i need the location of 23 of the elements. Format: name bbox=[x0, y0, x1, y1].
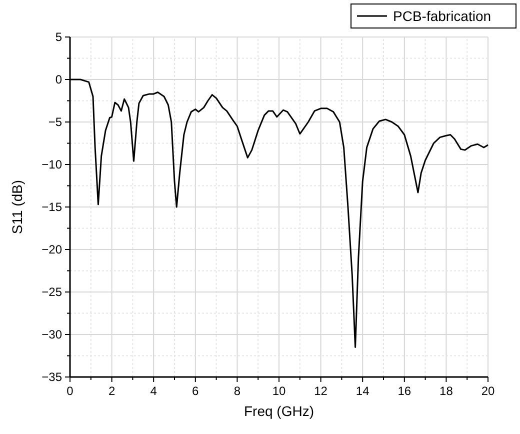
y-tick-label: 0 bbox=[55, 72, 62, 86]
x-tick-label: 16 bbox=[398, 384, 412, 398]
y-tick-label: −20 bbox=[42, 242, 62, 256]
x-tick-label: 14 bbox=[356, 384, 370, 398]
legend-label: PCB-fabrication bbox=[393, 8, 492, 24]
y-tick-label: −25 bbox=[42, 285, 62, 299]
x-axis-title: Freq (GHz) bbox=[244, 403, 314, 419]
y-tick-label: −35 bbox=[42, 370, 62, 384]
y-axis-title: S11 (dB) bbox=[9, 180, 25, 234]
y-tick-label: 5 bbox=[55, 30, 62, 44]
x-tick-label: 12 bbox=[314, 384, 328, 398]
y-tick-label: −30 bbox=[42, 328, 62, 342]
x-tick-label: 18 bbox=[440, 384, 454, 398]
x-tick-label: 2 bbox=[108, 384, 116, 398]
x-tick-label: 8 bbox=[234, 384, 241, 398]
x-tick-label: 10 bbox=[272, 384, 286, 398]
y-tick-label: −5 bbox=[48, 115, 62, 129]
x-tick-label: 4 bbox=[150, 384, 158, 398]
x-tick-label: 0 bbox=[66, 384, 74, 398]
x-tick-label: 20 bbox=[481, 384, 495, 398]
x-tick-label: 6 bbox=[192, 384, 200, 398]
y-tick-label: −10 bbox=[42, 158, 62, 172]
y-tick-label: −15 bbox=[42, 200, 62, 214]
